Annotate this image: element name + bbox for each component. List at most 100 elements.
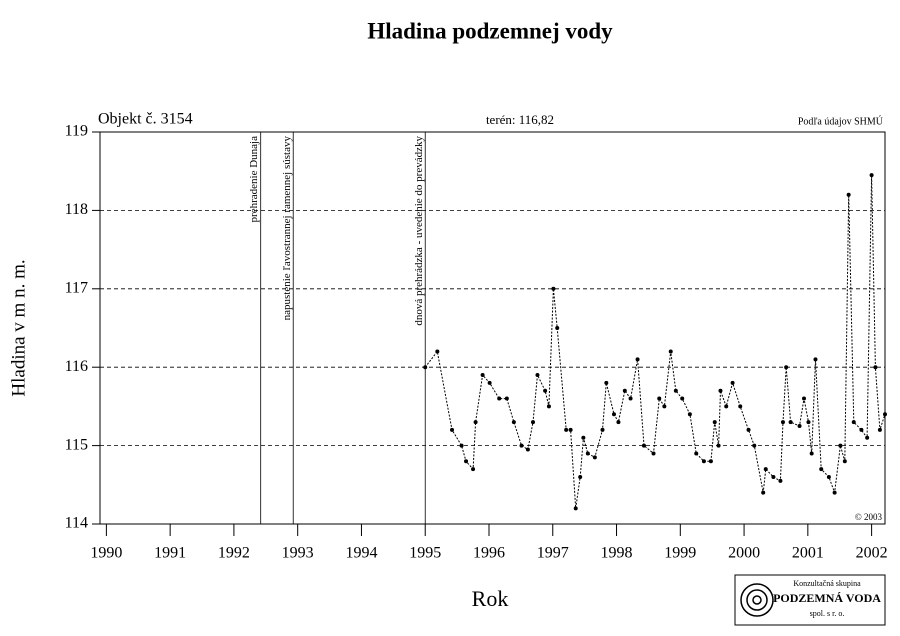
data-point (859, 427, 864, 432)
y-tick-label: 118 (65, 201, 88, 218)
data-point (551, 286, 556, 291)
data-point (826, 474, 831, 479)
data-point (504, 396, 509, 401)
data-point (806, 420, 811, 425)
terrain-label: terén: 116,82 (486, 112, 554, 127)
logo-text: PODZEMNÁ VODA (773, 591, 881, 605)
data-point (813, 357, 818, 362)
data-point (497, 396, 502, 401)
data-line (424, 175, 886, 509)
data-point (592, 455, 597, 460)
data-point (763, 467, 768, 472)
data-point (473, 420, 478, 425)
data-point (530, 420, 535, 425)
data-point (846, 192, 851, 197)
x-tick-label: 2002 (856, 545, 888, 562)
logo: Konzultačná skupina PODZEMNÁ VODA spol. … (734, 574, 886, 626)
data-point (568, 427, 573, 432)
data-point (585, 451, 590, 456)
data-point (752, 443, 757, 448)
event-label: dnová prehrádzka - uvedenie do prevádzky (413, 136, 425, 326)
data-point (578, 474, 583, 479)
data-point (877, 427, 882, 432)
data-point (459, 443, 464, 448)
data-point (635, 357, 640, 362)
x-tick-label: 2001 (792, 545, 824, 562)
chart-title: Hladina podzemnej vody (367, 18, 613, 43)
data-point (673, 388, 678, 393)
data-point (450, 427, 455, 432)
event-label: prehradenie Dunaja (248, 136, 260, 223)
data-point (564, 427, 569, 432)
data-point (832, 490, 837, 495)
data-point (780, 420, 785, 425)
x-tick-label: 1999 (664, 545, 696, 562)
data-point (423, 365, 428, 370)
data-point (883, 412, 887, 417)
data-point (573, 506, 578, 511)
data-point (718, 388, 723, 393)
data-point (694, 451, 699, 456)
data-point (712, 420, 717, 425)
x-tick-label: 2000 (728, 545, 760, 562)
logo-icon (740, 583, 774, 617)
data-point (738, 404, 743, 409)
data-point (480, 373, 485, 378)
data-point (519, 443, 524, 448)
data-point (435, 349, 440, 354)
data-point (746, 427, 751, 432)
data-point (730, 380, 735, 385)
logo-box (734, 574, 886, 626)
source-label: Podľa údajov SHMÚ (798, 115, 884, 127)
data-point (851, 420, 856, 425)
data-point (708, 459, 713, 464)
logo-text: Konzultačná skupina (793, 579, 861, 588)
data-point (865, 435, 870, 440)
data-point (802, 396, 807, 401)
y-axis-title: Hladina v m n. m. (8, 259, 29, 396)
data-point (771, 474, 776, 479)
data-point (668, 349, 673, 354)
logo-icon (746, 589, 768, 611)
data-point (604, 380, 609, 385)
data-point (819, 467, 824, 472)
data-point (611, 412, 616, 417)
x-tick-label: 1992 (218, 545, 250, 562)
data-point (525, 447, 530, 452)
data-point (511, 420, 516, 425)
data-point (487, 380, 492, 385)
y-tick-label: 117 (65, 279, 88, 296)
x-tick-label: 1997 (537, 545, 569, 562)
logo-text: spol. s r. o. (810, 609, 845, 618)
logo-icon (752, 595, 762, 605)
copyright: © 2003 (855, 512, 883, 522)
data-point (651, 451, 656, 456)
data-point (809, 451, 814, 456)
y-tick-label: 114 (65, 515, 88, 532)
data-point (680, 396, 685, 401)
data-point (761, 490, 766, 495)
data-point (687, 412, 692, 417)
data-point (641, 443, 646, 448)
y-tick-label: 115 (65, 436, 88, 453)
data-point (869, 173, 874, 178)
data-point (838, 443, 843, 448)
data-point (555, 326, 560, 330)
x-tick-label: 1991 (154, 545, 186, 562)
y-tick-label: 119 (65, 123, 88, 140)
x-tick-label: 1990 (90, 545, 122, 562)
data-point (616, 420, 621, 425)
data-point (724, 404, 729, 409)
x-tick-label: 1993 (282, 545, 314, 562)
data-point (788, 420, 793, 425)
data-point (543, 388, 548, 393)
data-point (842, 459, 847, 464)
x-tick-label: 1995 (409, 545, 441, 562)
data-point (581, 435, 586, 440)
x-tick-label: 1994 (345, 545, 377, 562)
data-point (628, 396, 633, 401)
event-label: napustenie ľavostrannej ramennej sústavy (281, 136, 293, 321)
y-tick-label: 116 (65, 358, 88, 375)
object-label: Objekt č. 3154 (98, 111, 193, 128)
